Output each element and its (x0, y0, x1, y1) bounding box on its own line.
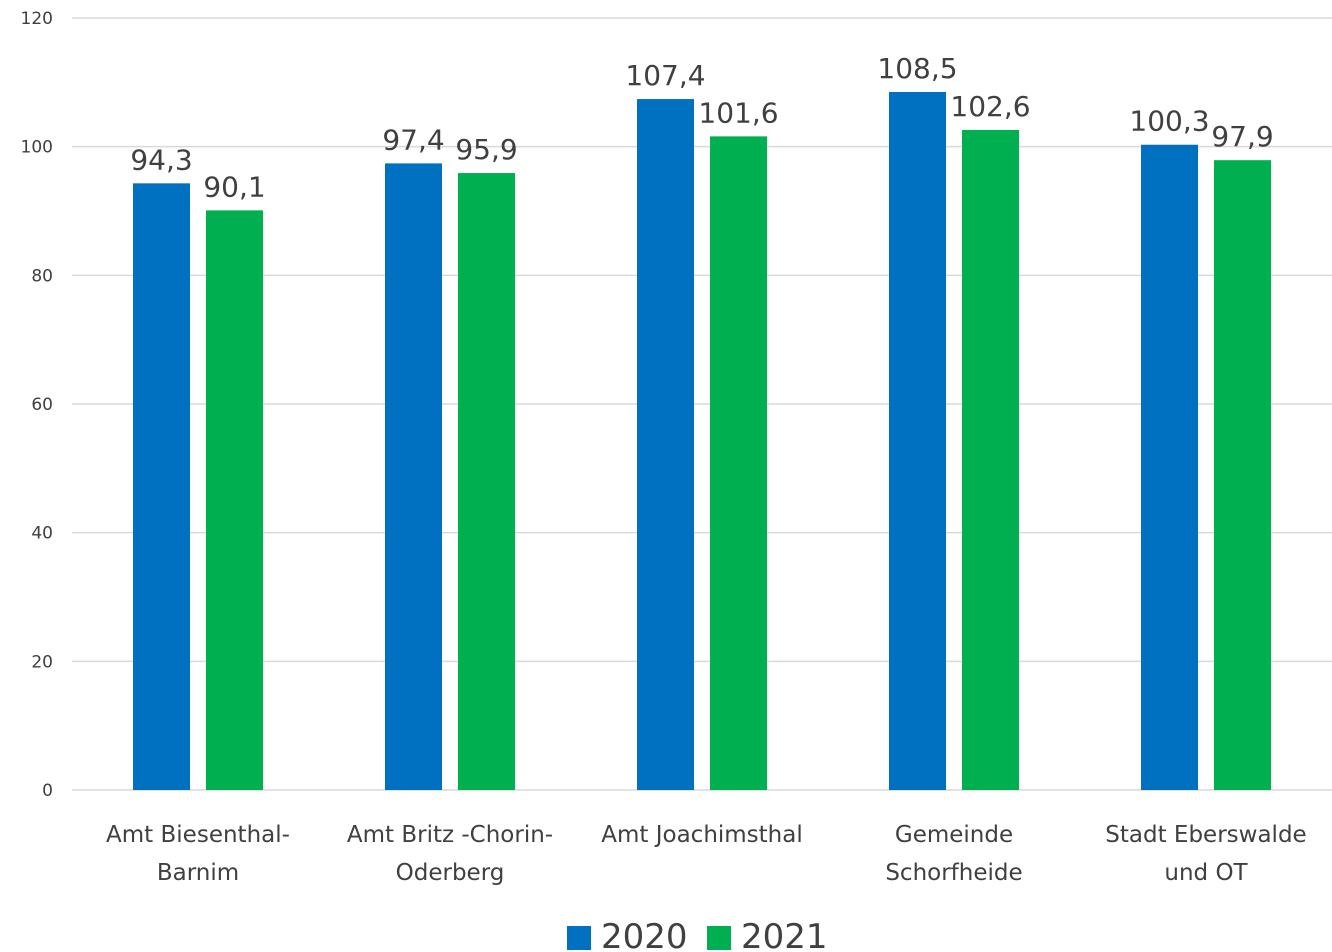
data-label: 107,4 (625, 59, 705, 92)
legend-swatch-2021 (707, 926, 731, 950)
data-label: 90,1 (203, 170, 265, 203)
x-category-label: Oderberg (396, 860, 505, 886)
legend-label: 2021 (741, 917, 828, 952)
gridlines (72, 17, 1332, 791)
bar-2021 (710, 136, 767, 790)
y-tick-label: 20 (31, 652, 53, 672)
y-tick-label: 100 (21, 138, 53, 158)
data-label: 102,6 (950, 90, 1030, 123)
data-label: 94,3 (130, 143, 192, 176)
bar-2020 (385, 163, 442, 791)
bar-2021 (458, 173, 515, 790)
y-tick-label: 120 (21, 9, 53, 29)
bar-2020 (1141, 144, 1198, 790)
bar-2021 (206, 210, 263, 790)
x-category-label: Schorfheide (885, 860, 1022, 886)
legend-label: 2020 (601, 917, 688, 952)
data-label: 100,3 (1129, 105, 1209, 138)
y-tick-label: 60 (31, 395, 53, 415)
legend: 2020 2021 (567, 917, 828, 952)
bar-2020 (889, 91, 946, 790)
y-tick-label: 40 (31, 524, 53, 544)
x-category-label: Amt Britz -Chorin- (347, 822, 553, 848)
x-axis-categories: Amt Biesenthal- Barnim Amt Britz -Chorin- O… (106, 822, 1307, 886)
x-category-label: und OT (1164, 860, 1248, 886)
y-tick-label: 80 (31, 266, 53, 286)
bars (133, 91, 1271, 791)
data-label: 101,6 (698, 96, 778, 129)
data-label: 95,9 (455, 133, 517, 166)
x-category-label: Amt Biesenthal- (106, 822, 290, 848)
bar-2021 (962, 129, 1019, 790)
data-labels: 94,3 90,1 97,4 95,9 107,4 101,6 108,5 102,6 100,… (130, 52, 1273, 203)
bar-2021 (1214, 160, 1271, 791)
x-category-label: Amt Joachimsthal (601, 822, 803, 848)
x-category-label: Barnim (157, 860, 239, 886)
x-category-label: Gemeinde (895, 822, 1013, 848)
data-label: 97,9 (1211, 120, 1273, 153)
data-label: 97,4 (382, 123, 444, 156)
y-tick-label: 0 (42, 781, 53, 801)
y-axis-ticks: 0 20 40 60 80 100 120 (21, 9, 53, 801)
data-label: 108,5 (877, 52, 957, 85)
bar-2020 (637, 99, 694, 790)
bar-2020 (133, 183, 190, 790)
x-category-label: Stadt Eberswalde (1105, 822, 1306, 848)
legend-swatch-2020 (567, 926, 591, 950)
